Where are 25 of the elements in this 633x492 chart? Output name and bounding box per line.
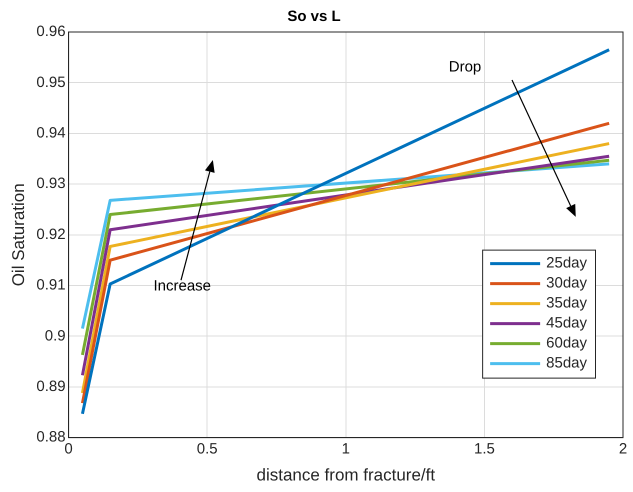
- legend-label: 45day: [546, 314, 588, 332]
- legend-label: 35day: [546, 294, 588, 312]
- y-tick-label: 0.96: [36, 23, 66, 40]
- legend-label: 30day: [546, 274, 588, 292]
- x-tick-label: 2: [618, 440, 628, 458]
- x-tick-label: 1: [342, 440, 350, 458]
- legend-label: 85day: [546, 354, 588, 372]
- y-tick-label: 0.9: [44, 327, 66, 344]
- y-tick-label: 0.94: [36, 124, 66, 142]
- legend-label: 25day: [546, 254, 588, 272]
- y-axis-title: Oil Saturation: [8, 183, 28, 286]
- y-tick-label: 0.91: [36, 276, 66, 294]
- y-tick-label: 0.88: [36, 428, 66, 446]
- legend-label: 60day: [546, 334, 588, 352]
- annotation: Increase: [153, 278, 212, 295]
- y-tick-label: 0.92: [36, 226, 66, 243]
- x-tick-label: 0: [64, 440, 73, 458]
- y-tick-label: 0.89: [36, 378, 66, 396]
- chart-title: So vs L: [287, 8, 341, 26]
- annotation: Drop: [448, 58, 482, 76]
- x-tick-label: 0.5: [196, 440, 218, 458]
- y-tick-label: 0.93: [36, 175, 66, 192]
- x-axis-title: distance from fracture/ft: [256, 465, 436, 484]
- x-tick-label: 1.5: [474, 440, 495, 458]
- y-tick-label: 0.95: [36, 74, 66, 91]
